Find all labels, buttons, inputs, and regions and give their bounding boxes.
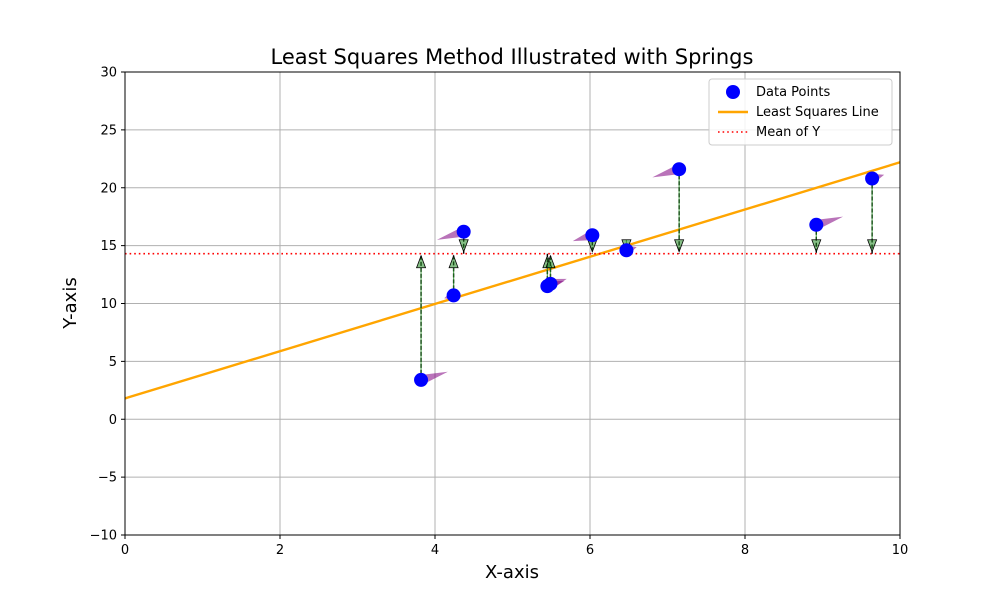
- data-point: [456, 224, 471, 239]
- x-tick-label: 10: [892, 543, 909, 558]
- data-point: [619, 243, 634, 258]
- y-tick-label: 10: [100, 297, 117, 312]
- data-point: [543, 276, 558, 291]
- chart-title: Least Squares Method Illustrated with Sp…: [271, 45, 754, 69]
- spring-arrowhead: [458, 239, 469, 253]
- y-tick-label: 5: [109, 355, 117, 370]
- data-point: [865, 171, 880, 186]
- y-tick-label: −10: [90, 529, 117, 544]
- spring-arrowhead: [448, 254, 459, 269]
- clipped-series: [125, 161, 900, 400]
- data-point: [446, 288, 461, 303]
- legend-label-data-points: Data Points: [756, 85, 830, 100]
- x-tick-label: 0: [121, 543, 129, 558]
- spring-arrowhead: [867, 239, 878, 253]
- legend-label-least-squares: Least Squares Line: [756, 105, 879, 120]
- spring-arrowhead: [545, 254, 556, 269]
- y-axis-title: Y-axis: [60, 277, 81, 329]
- legend: Data Points Least Squares Line Mean of Y: [708, 78, 893, 146]
- y-tick-label: 15: [100, 239, 117, 254]
- x-axis-title: X-axis: [485, 562, 539, 583]
- spring-arrowhead: [674, 239, 685, 253]
- y-tick-label: 30: [100, 66, 117, 81]
- least-squares-line: [125, 161, 900, 400]
- data-point: [809, 217, 824, 232]
- spring-arrowhead: [811, 239, 822, 253]
- data-point: [414, 372, 429, 387]
- spring-arrowhead: [415, 254, 427, 269]
- data-point: [672, 162, 687, 177]
- x-tick-label: 6: [586, 543, 594, 558]
- y-tick-label: 25: [100, 123, 117, 138]
- y-tick-label: −5: [98, 471, 117, 486]
- data-point: [585, 228, 600, 243]
- legend-label-mean-y: Mean of Y: [756, 125, 820, 140]
- legend-marker-data-points: [726, 85, 740, 99]
- x-tick-label: 2: [276, 543, 284, 558]
- legend-box: [708, 78, 893, 146]
- x-tick-label: 8: [741, 543, 749, 558]
- y-tick-label: 20: [100, 181, 117, 196]
- x-tick-label: 4: [431, 543, 439, 558]
- y-tick-label: 0: [109, 413, 117, 428]
